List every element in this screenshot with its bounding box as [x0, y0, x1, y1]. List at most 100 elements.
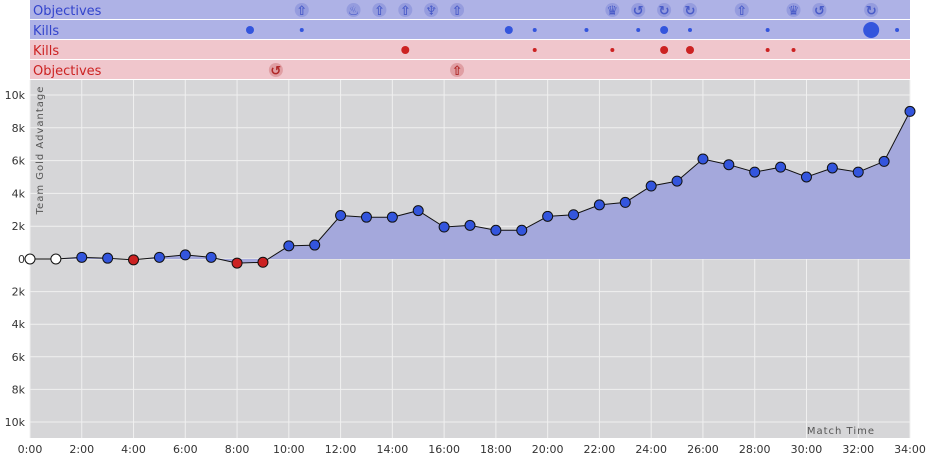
- inhibitor-icon: ♛: [788, 4, 800, 19]
- timeline-label-blue-kills: Kills: [33, 24, 59, 39]
- kill-marker: [688, 28, 692, 32]
- x-tick-label: 8:00: [225, 443, 250, 456]
- kill-marker: [246, 26, 254, 34]
- timeline-band-divider: [30, 39, 910, 40]
- data-point: [102, 252, 114, 264]
- y-axis-ticks: 10k 8k 6k 4k 2k 0 2k 4k 6k 8k 10k: [5, 89, 26, 429]
- respawn-icon-halo: [683, 3, 697, 17]
- data-point: [645, 180, 657, 192]
- x-tick-label: 18:00: [480, 443, 512, 456]
- x-tick-label: 34:00: [894, 443, 926, 456]
- data-point: [593, 199, 605, 211]
- data-point: [878, 155, 890, 167]
- x-tick-label: 24:00: [635, 443, 667, 456]
- respawn-icon: ↻: [866, 4, 877, 19]
- baron-icon: ♆: [425, 4, 437, 19]
- kill-marker: [610, 48, 615, 52]
- kill-marker: [636, 28, 641, 32]
- y-tick-label: 6k: [12, 351, 26, 364]
- data-point: [257, 256, 269, 268]
- inhibitor-icon-halo: [786, 3, 801, 17]
- data-point: [128, 254, 140, 266]
- timeline-band-red-objectives: [30, 60, 910, 79]
- data-point: [749, 166, 761, 178]
- tower-icon-halo: [450, 3, 465, 17]
- tower-icon-halo: [398, 3, 413, 17]
- herald-icon: ↺: [633, 4, 644, 19]
- x-tick-label: 14:00: [377, 443, 409, 456]
- y-tick-label: 2k: [12, 220, 26, 233]
- kill-marker: [660, 46, 669, 54]
- timeline-label-blue-objectives: Objectives: [33, 4, 102, 19]
- herald-icon-halo: [812, 3, 827, 17]
- x-axis-ticks: 0:00 2:00 4:00 6:00 8:00 10:00 12:00 14:00 16:00…: [18, 443, 926, 456]
- data-point: [568, 209, 580, 221]
- timeline-label-red-kills: Kills: [33, 44, 59, 59]
- data-point: [904, 105, 916, 117]
- y-tick-label: 4k: [12, 187, 26, 200]
- timeline-bands: Objectives ⇧ ♨ ⇧ ⇧ ♆ ⇧ ♛ ↺ ↻ ↻ ⇧ ♛ ↺ ↻ Kills Kills Object…: [30, 0, 910, 80]
- respawn-icon: ↻: [659, 4, 670, 19]
- x-tick-label: 32:00: [842, 443, 874, 456]
- respawn-icon: ↻: [685, 4, 696, 19]
- y-tick-label: 4k: [12, 318, 26, 331]
- data-point: [619, 196, 631, 208]
- gold-advantage-points: [24, 105, 916, 269]
- data-point: [153, 251, 165, 263]
- x-tick-label: 4:00: [121, 443, 146, 456]
- timeline-band-divider: [30, 59, 910, 60]
- y-tick-label: 8k: [12, 383, 26, 396]
- timeline-band-blue-kills: [30, 20, 910, 39]
- data-point: [205, 251, 217, 263]
- kill-marker: [765, 48, 770, 52]
- data-point: [76, 251, 88, 263]
- kill-marker: [791, 48, 796, 52]
- data-point: [723, 159, 735, 171]
- dragon-icon-halo: [346, 3, 361, 17]
- y-tick-label: 0: [18, 253, 25, 266]
- x-tick-label: 2:00: [69, 443, 94, 456]
- data-point: [438, 221, 450, 233]
- data-point: [542, 210, 554, 222]
- x-tick-label: 6:00: [173, 443, 198, 456]
- kill-marker: [765, 28, 770, 32]
- timeline-band-divider: [30, 79, 910, 80]
- y-tick-label: 10k: [5, 416, 26, 429]
- dragon-icon: ♨: [348, 4, 360, 19]
- kill-marker: [584, 28, 589, 32]
- tower-icon: ⇧: [736, 4, 747, 19]
- data-point: [179, 249, 191, 261]
- herald-icon-halo: [268, 63, 283, 77]
- tower-icon: ⇧: [400, 4, 411, 19]
- x-axis-label: Match Time: [807, 426, 875, 437]
- kill-marker: [895, 28, 900, 32]
- x-tick-label: 20:00: [532, 443, 564, 456]
- data-point: [283, 240, 295, 252]
- data-point: [412, 205, 424, 217]
- tower-icon: ⇧: [452, 4, 463, 19]
- y-axis-label: Team Gold Advantage: [35, 86, 46, 216]
- kill-marker: [863, 22, 880, 38]
- x-tick-label: 10:00: [273, 443, 305, 456]
- x-tick-label: 0:00: [18, 443, 43, 456]
- data-point: [24, 253, 36, 265]
- timeline-band-red-kills: [30, 40, 910, 59]
- data-point: [490, 224, 502, 236]
- data-point: [852, 166, 864, 178]
- x-tick-label: 12:00: [325, 443, 357, 456]
- kill-marker: [532, 48, 537, 52]
- inhibitor-icon-halo: [605, 3, 620, 17]
- timeline-band-blue-objectives: [30, 0, 910, 19]
- timeline-label-red-objectives: Objectives: [33, 64, 102, 79]
- x-tick-label: 30:00: [791, 443, 823, 456]
- herald-icon-halo: [631, 3, 646, 17]
- x-tick-label: 28:00: [739, 443, 771, 456]
- respawn-icon-halo: [657, 3, 672, 17]
- tower-icon-halo: [450, 63, 465, 77]
- timeline-band-divider: [30, 19, 910, 20]
- data-point: [775, 161, 787, 173]
- data-point: [335, 210, 347, 222]
- baron-icon-halo: [424, 3, 439, 17]
- herald-icon: ↺: [814, 4, 825, 19]
